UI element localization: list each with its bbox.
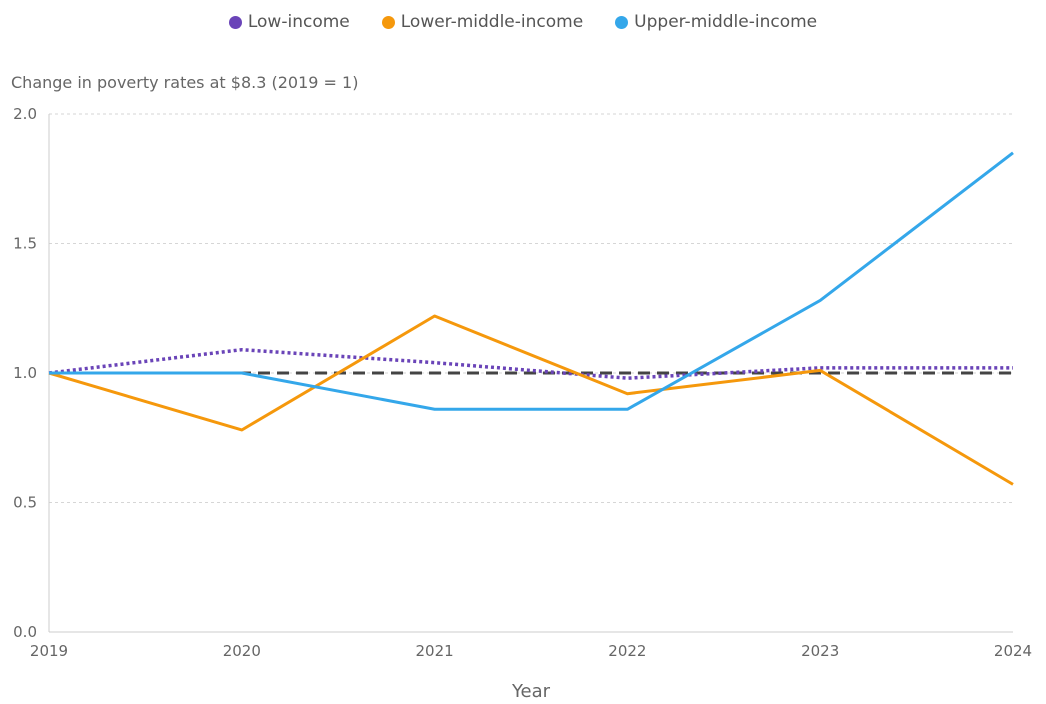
series-line [48,347,1013,380]
chart-legend: Low-income Lower-middle-income Upper-middl… [0,12,1046,32]
y-axis-title: Change in poverty rates at $8.3 (2019 = … [11,73,359,92]
x-tick-label: 2021 [416,642,454,660]
legend-label: Upper-middle-income [634,12,818,32]
y-tick-label: 0.5 [13,494,37,512]
legend-item[interactable]: Lower-middle-income [381,12,584,32]
x-axis-title: Year [511,681,551,702]
x-tick-label: 2023 [801,642,839,660]
series-lines [48,151,1014,486]
y-tick-label: 1.5 [13,235,37,253]
grid-lines [49,113,1013,503]
y-tick-label: 0.0 [13,623,37,641]
x-tick-label: 2019 [30,642,68,660]
y-tick-label: 1.0 [13,364,37,382]
legend-marker-icon [615,15,629,29]
legend-item[interactable]: Low-income [228,12,350,32]
series-line [48,314,1014,486]
legend-marker-icon [381,15,395,29]
legend-label: Low-income [247,12,350,32]
x-tick-label: 2022 [608,642,646,660]
x-tick-label: 2020 [223,642,261,660]
x-tick-label: 2024 [994,642,1032,660]
legend-label: Lower-middle-income [400,12,584,32]
series-line [49,151,1014,411]
y-tick-label: 2.0 [13,105,37,123]
tick-labels: 0.0 0.5 1.0 1.5 2.0 2019 2020 2021 2022 2023 2024 [13,105,1032,660]
legend-marker-icon [228,15,242,29]
legend-item[interactable]: Upper-middle-income [615,12,817,32]
